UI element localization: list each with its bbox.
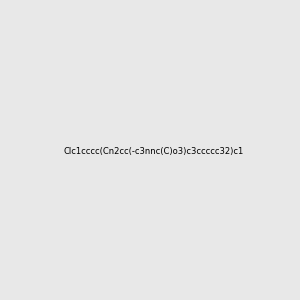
Text: Clc1cccc(Cn2cc(-c3nnc(C)o3)c3ccccc32)c1: Clc1cccc(Cn2cc(-c3nnc(C)o3)c3ccccc32)c1 [64, 147, 244, 156]
